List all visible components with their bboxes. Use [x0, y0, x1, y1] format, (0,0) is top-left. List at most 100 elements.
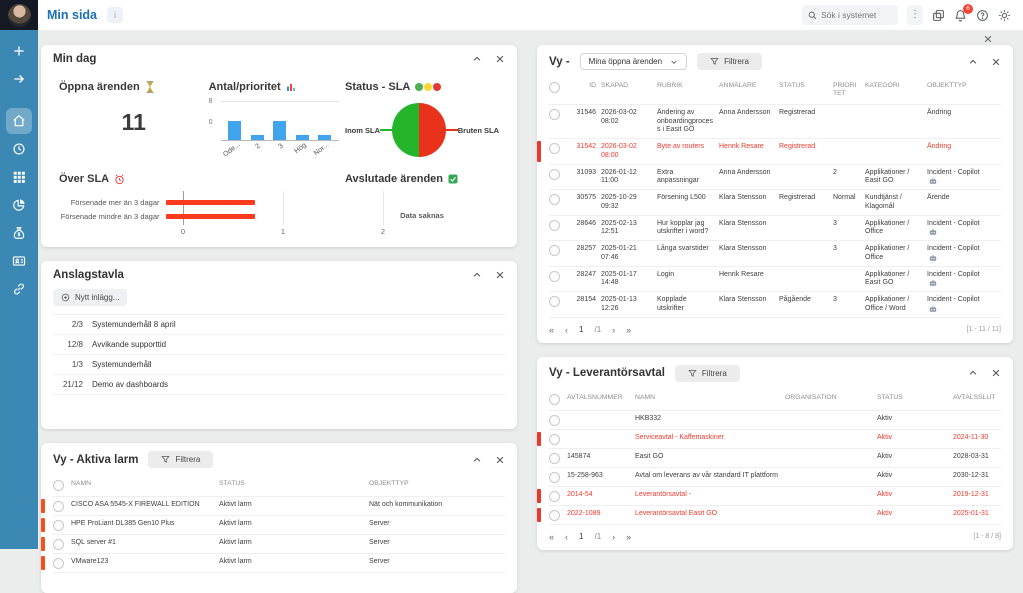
board-post-item[interactable]: 21/12 Demo av dashboards: [53, 375, 505, 395]
row-checkbox[interactable]: [549, 434, 560, 445]
table-row[interactable]: HPE ProLiant DL385 Gen10 Plus Aktivt lar…: [53, 516, 505, 535]
collapse-icon[interactable]: [968, 57, 978, 67]
column-header[interactable]: KATEGORI: [865, 82, 927, 90]
arrow-right-icon[interactable]: [6, 66, 32, 92]
row-checkbox[interactable]: [549, 220, 560, 231]
pagination-next[interactable]: ›: [612, 325, 615, 335]
board-post-item[interactable]: 2/3 Systemunderhåll 8 april: [53, 315, 505, 335]
row-checkbox[interactable]: [549, 491, 560, 502]
table-row[interactable]: 31546 2026-03-02 08:02 Ändering av onboa…: [549, 105, 1001, 139]
row-checkbox[interactable]: [549, 510, 560, 521]
search-options-kebab-icon[interactable]: ⋮: [907, 5, 923, 25]
filter-button[interactable]: Filtrera: [697, 53, 762, 70]
table-row[interactable]: 28257 2025-01-21 07:46 Långa svarstider …: [549, 241, 1001, 267]
plus-icon[interactable]: [6, 38, 32, 64]
row-checkbox[interactable]: [549, 194, 560, 205]
pagination-first[interactable]: «: [549, 532, 554, 542]
sidebar-item-history[interactable]: [6, 136, 32, 162]
sidebar-item-money-bag[interactable]: [6, 220, 32, 246]
table-row[interactable]: 2022-1089 Leverantörsavtal Easit GO Akti…: [549, 506, 1001, 525]
row-checkbox[interactable]: [53, 520, 64, 531]
column-header[interactable]: RUBRIK: [657, 82, 719, 90]
pagination-current-page[interactable]: 1: [579, 532, 583, 541]
row-checkbox[interactable]: [549, 415, 560, 426]
column-header[interactable]: NAMN: [635, 394, 785, 402]
table-row[interactable]: 28247 2025-01-17 14:48 Login Henrik Resa…: [549, 267, 1001, 293]
sidebar-item-link[interactable]: [6, 276, 32, 302]
help-icon[interactable]: [976, 9, 989, 22]
pagination-next[interactable]: ›: [612, 532, 615, 542]
row-checkbox[interactable]: [549, 453, 560, 464]
sidebar-item-pie-chart[interactable]: [6, 192, 32, 218]
table-row[interactable]: 2014-54 Leverantörsavtal - Aktiv 2019-12…: [549, 487, 1001, 506]
table-row[interactable]: 28646 2025-02-13 12:51 Hur kopplar jag u…: [549, 216, 1001, 242]
close-icon[interactable]: [495, 270, 505, 280]
table-row[interactable]: CISCO ASA 5545-X FIREWALL EDITION Aktivt…: [53, 497, 505, 516]
row-checkbox[interactable]: [549, 245, 560, 256]
sidebar-item-apps-grid[interactable]: [6, 164, 32, 190]
column-header[interactable]: AVTALSSLUT: [953, 394, 1001, 402]
column-header[interactable]: ANMÄLARE: [719, 82, 779, 90]
column-header[interactable]: STATUS: [779, 82, 833, 90]
sidebar-item-home[interactable]: [6, 108, 32, 134]
pagination-first[interactable]: «: [549, 325, 554, 335]
row-checkbox[interactable]: [53, 501, 64, 512]
column-header[interactable]: STATUS: [219, 480, 369, 488]
view-selector-dropdown[interactable]: Mina öppna ärenden: [580, 53, 687, 70]
close-icon[interactable]: [991, 368, 1001, 378]
pagination-prev[interactable]: ‹: [565, 532, 568, 542]
pagination-last[interactable]: »: [626, 325, 631, 335]
select-all-checkbox[interactable]: [53, 480, 64, 491]
notifications-bell-icon[interactable]: 6: [954, 9, 967, 22]
row-checkbox[interactable]: [549, 472, 560, 483]
close-icon[interactable]: [991, 57, 1001, 67]
column-header[interactable]: ID: [567, 82, 601, 90]
row-checkbox[interactable]: [549, 169, 560, 180]
select-all-checkbox[interactable]: [549, 82, 560, 93]
column-header[interactable]: SKAPAD: [601, 82, 657, 90]
collapse-icon[interactable]: [472, 54, 482, 64]
sidebar-item-contact-card[interactable]: [6, 248, 32, 274]
close-icon[interactable]: [495, 455, 505, 465]
collapse-icon[interactable]: [472, 455, 482, 465]
row-checkbox[interactable]: [549, 109, 560, 120]
table-row[interactable]: 30575 2025-10-29 09:32 Försening L500 Kl…: [549, 190, 1001, 216]
table-row[interactable]: 15-258-963 Avtal om leverans av vår stan…: [549, 468, 1001, 487]
table-row[interactable]: Serviceavtal - Kaffemaskiner Aktiv 2024-…: [549, 430, 1001, 449]
column-header[interactable]: AVTALSNUMMER: [567, 394, 635, 402]
column-header[interactable]: PRIORITET: [833, 82, 865, 99]
row-checkbox[interactable]: [53, 539, 64, 550]
table-row[interactable]: 31093 2026-01-12 11:00 Extra anpassninga…: [549, 165, 1001, 191]
board-post-item[interactable]: 1/3 Systemunderhåll: [53, 355, 505, 375]
row-checkbox[interactable]: [549, 271, 560, 282]
collapse-icon[interactable]: [472, 270, 482, 280]
column-header[interactable]: STATUS: [877, 394, 953, 402]
search-input[interactable]: [821, 10, 893, 20]
pagination-last[interactable]: »: [626, 532, 631, 542]
filter-button[interactable]: Filtrera: [675, 365, 740, 382]
page-info-badge[interactable]: i: [107, 7, 123, 23]
table-row[interactable]: HKB332 Aktiv: [549, 411, 1001, 430]
table-row[interactable]: SQL server #1 Aktivt larm Server: [53, 535, 505, 554]
row-checkbox[interactable]: [53, 558, 64, 569]
table-row[interactable]: 28154 2025-01-13 12:26 Kopplade utskrift…: [549, 292, 1001, 318]
table-row[interactable]: 145874 Easit GO Aktiv 2028-03-31: [549, 449, 1001, 468]
collapse-icon[interactable]: [968, 368, 978, 378]
column-header[interactable]: ORGANISATION: [785, 394, 877, 402]
user-avatar[interactable]: [0, 0, 38, 30]
filter-button[interactable]: Filtrera: [148, 451, 213, 468]
table-row[interactable]: VMware123 Aktivt larm Server: [53, 554, 505, 573]
row-checkbox[interactable]: [549, 296, 560, 307]
row-checkbox[interactable]: [549, 143, 560, 154]
board-post-item[interactable]: 12/8 Avvikande supporttid: [53, 335, 505, 355]
column-header[interactable]: OBJEKTTYP: [927, 82, 1001, 90]
select-all-checkbox[interactable]: [549, 394, 560, 405]
new-post-button[interactable]: Nytt inlägg...: [53, 289, 127, 306]
column-header[interactable]: OBJEKTTYP: [369, 480, 505, 488]
pagination-current-page[interactable]: 1: [579, 325, 583, 334]
dashboard-close-icon[interactable]: [983, 34, 993, 44]
pagination-prev[interactable]: ‹: [565, 325, 568, 335]
column-header[interactable]: NAMN: [71, 480, 219, 488]
windows-icon[interactable]: [932, 9, 945, 22]
search-box[interactable]: [802, 5, 898, 25]
